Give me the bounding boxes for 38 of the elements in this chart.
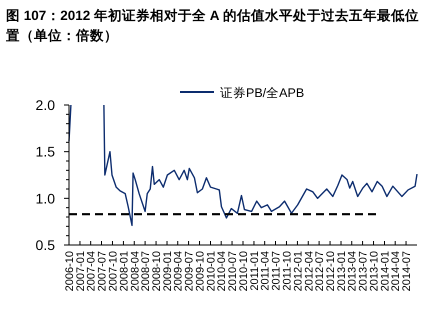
x-tick-label: 2007-04 [86, 251, 98, 292]
legend-label: 证券PB/全APB [220, 86, 304, 100]
x-tick-label: 2008-04 [129, 251, 142, 292]
x-tick-label: 2008-01 [118, 251, 130, 292]
x-tick-label: 2010-07 [227, 251, 240, 292]
x-tick-label: 2014-01 [379, 251, 392, 292]
x-tick-label: 2013-04 [346, 251, 359, 292]
x-tick-label: 2011-10 [281, 251, 294, 291]
x-tick-label: 2009-10 [194, 251, 207, 292]
x-tick-label: 2010-01 [205, 251, 218, 292]
x-tick-label: 2010-04 [216, 251, 228, 292]
x-tick-label: 2007-10 [107, 251, 120, 292]
x-tick-label: 2012-04 [303, 251, 316, 292]
x-tick-label: 2013-10 [368, 251, 381, 292]
y-tick-label: 1.0 [36, 190, 56, 206]
y-tick-label: 0.5 [36, 237, 56, 253]
x-tick-label: 2011-07 [270, 251, 283, 291]
x-tick-label: 2014-04 [390, 251, 402, 292]
chart-title: 图 107：2012 年初证券相对于全 A 的估值水平处于过去五年最低位置（单位：倍数） [5, 7, 419, 43]
x-tick-label: 2009-04 [172, 251, 185, 292]
x-tick-label: 2013-01 [336, 251, 348, 292]
x-tick-label: 2008-10 [151, 251, 164, 292]
x-tick-label: 2007-01 [74, 251, 87, 292]
y-tick-label: 2.0 [36, 97, 56, 113]
x-tick-label: 2009-01 [162, 251, 174, 292]
x-tick-label: 2011-01 [248, 251, 261, 291]
x-tick-label: 2009-07 [184, 251, 196, 292]
x-tick-label: 2011-04 [260, 251, 272, 291]
x-tick-label: 2014-07 [401, 251, 414, 292]
x-tick-label: 2010-10 [238, 251, 250, 292]
x-tick-label: 2012-10 [325, 251, 338, 292]
x-tick-label: 2006-10 [64, 251, 76, 292]
y-tick-label: 1.5 [36, 144, 56, 160]
x-tick-label: 2013-07 [358, 251, 370, 292]
x-tick-label: 2007-07 [96, 251, 109, 292]
x-tick-label: 2012-01 [292, 251, 304, 292]
x-tick-label: 2008-07 [140, 251, 152, 292]
x-tick-label: 2012-07 [314, 251, 326, 292]
